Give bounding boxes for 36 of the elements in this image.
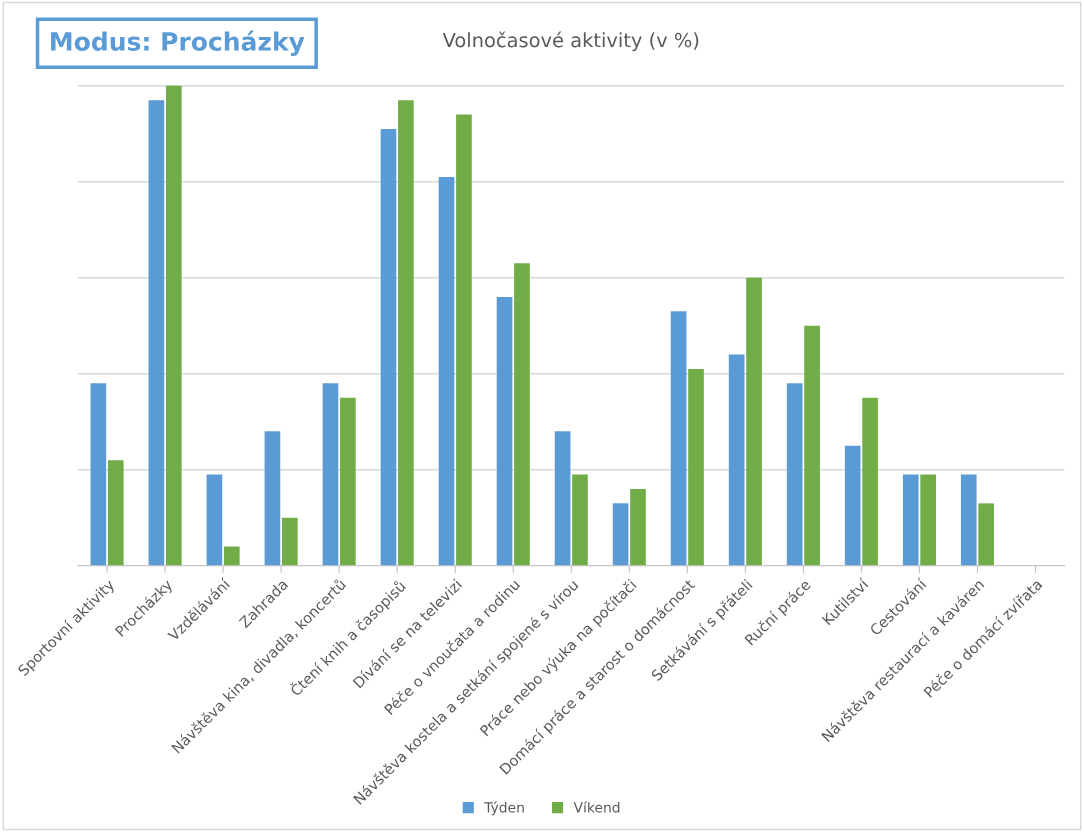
bar — [862, 397, 878, 566]
bar — [630, 488, 646, 566]
bar — [804, 325, 820, 566]
bar — [728, 354, 745, 566]
bar — [438, 176, 455, 566]
bar — [165, 85, 182, 566]
bar — [264, 431, 281, 566]
bar — [90, 383, 107, 566]
bar — [322, 383, 339, 566]
bar — [340, 397, 356, 566]
legend-label: Týden — [484, 801, 524, 816]
bar — [380, 128, 397, 566]
bar — [282, 517, 298, 566]
bar — [456, 114, 472, 566]
chart-title: Volnočasové aktivity (v %) — [442, 31, 699, 52]
bar — [960, 474, 977, 566]
bar — [554, 431, 571, 566]
bar — [786, 383, 803, 566]
bar — [206, 474, 223, 566]
bar — [688, 368, 704, 566]
bar — [746, 277, 762, 566]
bar — [148, 100, 165, 566]
bar — [978, 503, 994, 566]
bar — [902, 474, 919, 566]
bar — [223, 546, 240, 566]
bar — [920, 474, 936, 566]
legend-label: Víkend — [573, 801, 620, 813]
bar — [844, 445, 861, 566]
bar — [514, 263, 530, 566]
bar — [572, 474, 588, 566]
text: Modus: Procházky — [51, 30, 305, 56]
bar — [496, 296, 513, 566]
bar — [107, 460, 124, 566]
bar — [398, 100, 414, 566]
bar — [670, 311, 687, 566]
bar — [612, 503, 629, 566]
